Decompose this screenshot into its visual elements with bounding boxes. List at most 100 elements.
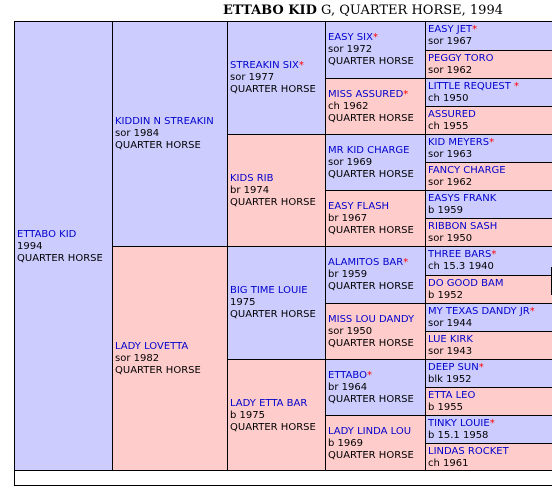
horse-color-year: sor 1950 xyxy=(328,325,373,337)
gen5-dam-cell: ETTA LEO b 1955 xyxy=(426,388,552,416)
horse-year: 1994 xyxy=(17,240,43,252)
horse-link[interactable]: EASY FLASH xyxy=(328,200,390,212)
horse-breed: QUARTER HORSE xyxy=(328,393,414,405)
gen4-dam-cell: LADY LINDA LOU b 1969 QUARTER HORSE xyxy=(326,416,426,472)
horse-breed: QUARTER HORSE xyxy=(230,196,316,208)
horse-color-year: sor 1963 xyxy=(428,148,473,160)
gen5-dam-cell: DO GOOD BAM b 1952 xyxy=(426,276,552,304)
horse-color-year: sor 1950 xyxy=(428,232,473,244)
table-footer-row xyxy=(14,470,552,486)
horse-color-year: b 15.1 1958 xyxy=(428,429,489,441)
horse-color-year: br 1964 xyxy=(328,381,368,393)
horse-color-year: b 1975 xyxy=(230,409,265,421)
horse-link[interactable]: MR KID CHARGE xyxy=(328,144,410,156)
horse-color-year: sor 1972 xyxy=(328,44,373,55)
horse-breed: QUARTER HORSE xyxy=(328,56,414,67)
horse-link[interactable]: MISS ASSURED* xyxy=(328,88,409,100)
dam-cell: LADY LOVETTA sor 1982 QUARTER HORSE xyxy=(113,247,228,472)
horse-color-year: sor 1969 xyxy=(328,156,373,168)
horse-breed: QUARTER HORSE xyxy=(230,84,316,95)
gen5-sire-cell: MY TEXAS DANDY JR* sor 1944 xyxy=(426,304,552,332)
horse-color-year: ch 1950 xyxy=(428,92,469,104)
horse-color-year: sor 1944 xyxy=(428,317,473,329)
horse-link[interactable]: ALAMITOS BAR* xyxy=(328,257,409,268)
horse-link[interactable]: KIDDIN N STREAKIN xyxy=(115,116,214,127)
horse-color-year: b 1955 xyxy=(428,401,463,413)
horse-year: 1975 xyxy=(230,297,256,308)
granddam-cell: LADY ETTA BAR b 1975 QUARTER HORSE xyxy=(228,360,326,472)
gen5-sire-cell: EASYS FRANK b 1959 xyxy=(426,191,552,219)
horse-color-year: sor 1977 xyxy=(230,72,275,83)
pedigree-table: ETTABO KID 1994 QUARTER HORSE KIDDIN N S… xyxy=(14,21,552,472)
granddam-cell: KIDS RIB br 1974 QUARTER HORSE xyxy=(228,135,326,247)
horse-link[interactable]: LINDAS ROCKET xyxy=(428,445,509,457)
horse-breed: QUARTER HORSE xyxy=(115,365,201,376)
gen5-dam-cell: FANCY CHARGE sor 1962 xyxy=(426,163,552,191)
grandsire-cell: BIG TIME LOUIE 1975 QUARTER HORSE xyxy=(228,247,326,360)
horse-breed: QUARTER HORSE xyxy=(328,168,414,180)
horse-link[interactable]: THREE BARS* xyxy=(428,249,497,260)
horse-color-year: sor 1982 xyxy=(115,353,160,364)
subject-horse-cell: ETTABO KID 1994 QUARTER HORSE xyxy=(15,22,113,472)
page-title: ETTABO KID G, QUARTER HORSE, 1994 xyxy=(0,3,552,18)
grandsire-cell: STREAKIN SIX* sor 1977 QUARTER HORSE xyxy=(228,22,326,135)
horse-color-year: ch 15.3 1940 xyxy=(428,261,494,272)
gen4-dam-cell: MISS ASSURED* ch 1962 QUARTER HORSE xyxy=(326,79,426,135)
gen5-sire-cell: TINKY LOUIE* b 15.1 1958 xyxy=(426,416,552,444)
horse-link[interactable]: EASYS FRANK xyxy=(428,192,497,204)
horse-link[interactable]: TINKY LOUIE* xyxy=(428,417,495,429)
horse-link[interactable]: MISS LOU DANDY xyxy=(328,313,415,325)
gen4-sire-cell: ETTABO* br 1964 QUARTER HORSE xyxy=(326,360,426,416)
horse-link[interactable]: LUE KIRK xyxy=(428,333,473,345)
horse-link[interactable]: DO GOOD BAM xyxy=(428,277,504,289)
horse-link[interactable]: ETTA LEO xyxy=(428,389,476,401)
horse-link[interactable]: KID MEYERS* xyxy=(428,136,495,148)
horse-link[interactable]: LITTLE REQUEST * xyxy=(428,80,520,92)
gen5-sire-cell: EASY JET* sor 1967 xyxy=(426,22,552,51)
horse-link[interactable]: STREAKIN SIX* xyxy=(230,60,304,71)
horse-breed: QUARTER HORSE xyxy=(328,224,414,236)
horse-link[interactable]: LADY ETTA BAR xyxy=(230,397,308,409)
horse-link[interactable]: DEEP SUN* xyxy=(428,361,484,373)
horse-name: ETTABO KID xyxy=(223,3,317,18)
gen4-dam-cell: MISS LOU DANDY sor 1950 QUARTER HORSE xyxy=(326,304,426,360)
gen5-dam-cell: LINDAS ROCKET ch 1961 xyxy=(426,444,552,472)
horse-breed: QUARTER HORSE xyxy=(230,309,316,320)
gen5-dam-cell: PEGGY TORO sor 1962 xyxy=(426,51,552,79)
horse-link[interactable]: ETTABO* xyxy=(328,369,372,381)
horse-link[interactable]: PEGGY TORO xyxy=(428,52,494,64)
horse-color-year: br 1974 xyxy=(230,184,270,196)
horse-breed: QUARTER HORSE xyxy=(230,421,316,433)
horse-link[interactable]: BIG TIME LOUIE xyxy=(230,285,308,296)
horse-color-year: sor 1984 xyxy=(115,128,160,139)
horse-link[interactable]: EASY JET* xyxy=(428,24,478,35)
horse-color-year: b 1969 xyxy=(328,437,363,449)
gen4-sire-cell: EASY SIX* sor 1972 QUARTER HORSE xyxy=(326,22,426,79)
horse-link[interactable]: FANCY CHARGE xyxy=(428,164,506,176)
horse-details: G, QUARTER HORSE, 1994 xyxy=(316,3,503,18)
gen5-sire-cell: KID MEYERS* sor 1963 xyxy=(426,135,552,163)
horse-color-year: b 1959 xyxy=(428,204,463,216)
horse-breed: QUARTER HORSE xyxy=(328,449,414,461)
gen4-sire-cell: ALAMITOS BAR* br 1959 QUARTER HORSE xyxy=(326,247,426,304)
gen5-dam-cell: RIBBON SASH sor 1950 xyxy=(426,219,552,247)
horse-color-year: ch 1955 xyxy=(428,120,469,132)
horse-link[interactable]: MY TEXAS DANDY JR* xyxy=(428,305,535,317)
horse-link[interactable]: RIBBON SASH xyxy=(428,220,498,232)
horse-link[interactable]: LADY LINDA LOU xyxy=(328,425,412,437)
gen4-sire-cell: MR KID CHARGE sor 1969 QUARTER HORSE xyxy=(326,135,426,191)
horse-color-year: sor 1943 xyxy=(428,345,473,357)
horse-color-year: sor 1967 xyxy=(428,36,473,47)
horse-link[interactable]: ETTABO KID xyxy=(17,228,77,240)
gen5-sire-cell: LITTLE REQUEST * ch 1950 xyxy=(426,79,552,107)
horse-link[interactable]: ASSURED xyxy=(428,108,476,120)
horse-link[interactable]: EASY SIX* xyxy=(328,32,378,43)
horse-breed: QUARTER HORSE xyxy=(328,337,414,349)
sire-cell: KIDDIN N STREAKIN sor 1984 QUARTER HORSE xyxy=(113,22,228,247)
horse-link[interactable]: LADY LOVETTA xyxy=(115,341,189,352)
horse-link[interactable]: KIDS RIB xyxy=(230,172,274,184)
horse-color-year: br 1967 xyxy=(328,212,368,224)
horse-color-year: sor 1962 xyxy=(428,176,473,188)
horse-color-year: b 1952 xyxy=(428,289,463,301)
horse-color-year: blk 1952 xyxy=(428,373,472,385)
